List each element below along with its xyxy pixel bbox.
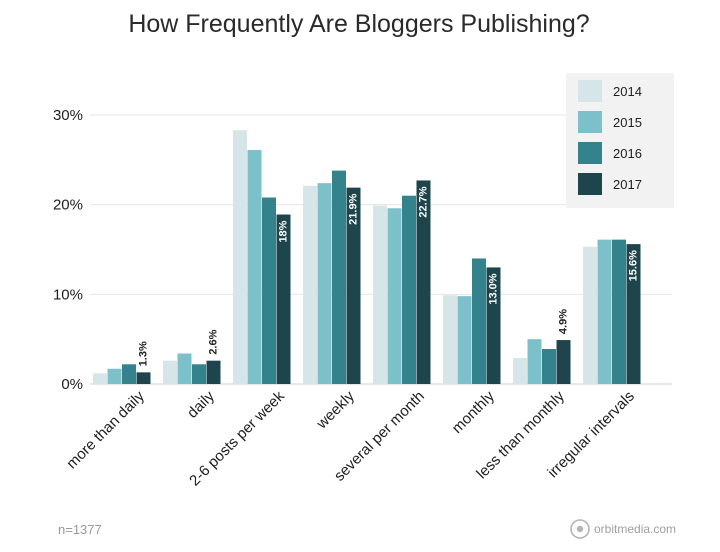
bar-2015 [387,208,402,384]
legend-swatch-2014 [578,80,602,102]
category-label: weekly [313,387,359,433]
bar-2016 [542,349,556,384]
legend-label: 2015 [613,115,642,130]
data-label: 2.6% [208,329,220,354]
data-label: 18% [278,220,290,242]
brand-name: orbitmedia.com [594,522,676,536]
bar-2017 [136,372,151,384]
bar-2016 [262,197,276,384]
bar-2017 [556,340,571,384]
bar-2014 [513,357,527,384]
data-label: 22.7% [418,186,430,217]
bar-2017 [276,214,291,384]
legend-label: 2014 [613,84,642,99]
sample-size-note: n=1377 [58,522,102,537]
bar-2014 [93,373,107,384]
bar-2014 [233,130,247,384]
category-label: monthly [449,387,499,437]
legend-label: 2017 [613,177,642,192]
bar-2014 [443,295,457,384]
data-label: 1.3% [138,341,150,366]
bar-2014 [373,205,387,384]
bar-2017 [346,187,361,384]
legend-swatch-2016 [578,142,602,164]
bar-2015 [457,296,472,384]
y-tick-label: 30% [53,107,83,124]
bar-2017 [416,180,431,384]
legend-swatch-2015 [578,111,602,133]
bar-2015 [527,339,542,384]
data-label: 4.9% [558,309,570,334]
y-axis: 0% 10% 20% 30% [53,107,83,393]
category-label: daily [184,387,218,421]
chart-title: How Frequently Are Bloggers Publishing? [128,10,589,38]
bar-2017 [486,267,501,384]
legend-swatch-2017 [578,173,602,195]
bar-2015 [177,353,192,384]
bar-2016 [332,170,346,384]
bar-2017 [626,244,641,384]
data-labels: 1.3% 2.6% 18% 21.9% 22.7% 13.0% 4.9% 15.6% [138,186,640,366]
legend-label: 2016 [613,146,642,161]
bars [93,130,641,384]
bar-2016 [612,239,626,384]
y-tick-label: 10% [53,286,83,303]
bar-2017 [206,360,221,384]
bar-2014 [583,246,597,384]
bar-2016 [122,364,136,384]
category-label: more than daily [63,387,148,472]
bar-2016 [402,195,416,384]
y-tick-label: 0% [61,376,83,393]
bar-2015 [317,183,332,384]
bar-2014 [163,360,177,384]
data-label: 15.6% [628,250,640,281]
orbit-logo-icon [570,519,590,539]
bar-2015 [107,368,122,384]
bar-2015 [247,149,262,384]
legend: 2014 2015 2016 2017 [566,73,674,208]
bar-2016 [192,364,206,384]
data-label: 21.9% [348,193,360,224]
bar-2016 [472,258,486,384]
bar-2015 [597,239,612,384]
bar-2014 [303,185,317,384]
y-tick-label: 20% [53,197,83,214]
data-label: 13.0% [488,273,500,304]
